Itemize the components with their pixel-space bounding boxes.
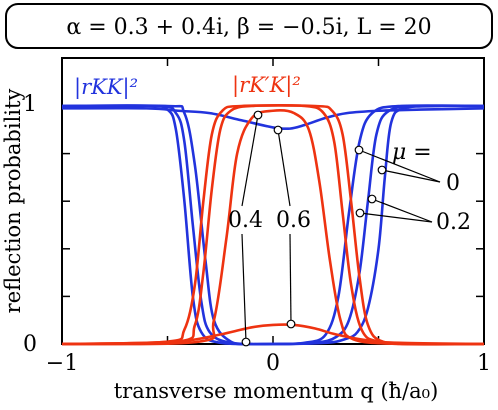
x-tick-label-0: 0 — [266, 351, 280, 376]
annotation-markers — [241, 110, 441, 347]
title-box — [5, 3, 493, 49]
leader-mu-0.4-a — [241, 114, 259, 207]
annotation-marker-1 — [377, 165, 387, 175]
curve-kpk-mu-0.2 — [61, 103, 485, 346]
annotation-marker-0 — [354, 145, 364, 155]
curve-group — [61, 103, 485, 346]
annotation-mu-0.4: 0.4 — [228, 208, 263, 233]
leader-mu-0-b — [381, 169, 441, 183]
annotation-marker-7 — [286, 319, 296, 329]
x-axis-label: transverse momentum q (ħ/a₀) — [114, 379, 439, 403]
y-tick-label-1: 1 — [23, 92, 37, 117]
x-tick-label-minus1: −1 — [46, 351, 78, 376]
mu-label: μ = — [392, 140, 432, 165]
plot-frame — [61, 57, 485, 345]
leader-mu-0.4-b — [241, 233, 247, 343]
leader-mu-0.6-a — [277, 129, 291, 207]
x-tick-label-1: 1 — [477, 351, 491, 376]
leader-mu-0.2-b — [371, 198, 433, 223]
annotation-marker-3 — [367, 194, 377, 204]
annotation-marker-2 — [355, 208, 365, 218]
leader-mu-0.2-a — [359, 212, 433, 223]
curve-kk-mu-0.6 — [61, 106, 485, 131]
annotation-mu-0.2: 0.2 — [436, 210, 471, 235]
annotation-marker-6 — [273, 125, 283, 135]
annotation-mu-0.6: 0.6 — [276, 208, 311, 233]
axis-ticks — [62, 58, 484, 345]
annotation-mu-0: 0 — [446, 171, 460, 196]
chart-title: α = 0.3 + 0.4i, β = −0.5i, L = 20 — [66, 15, 431, 40]
series-label-kpk: |rK′K|² — [232, 73, 301, 98]
curve-kk-mu-0.4 — [61, 104, 485, 346]
curve-kpk-mu-0.6 — [61, 323, 485, 346]
annotation-marker-4 — [253, 110, 263, 120]
leader-mu-0.6-b — [289, 233, 292, 325]
annotation-marker-5 — [241, 337, 251, 347]
y-tick-label-0: 0 — [23, 332, 37, 357]
y-axis-label: reflection probability — [1, 89, 25, 314]
series-label-kk: |rKK|² — [74, 75, 138, 100]
leader-mu-0-a — [358, 149, 441, 183]
